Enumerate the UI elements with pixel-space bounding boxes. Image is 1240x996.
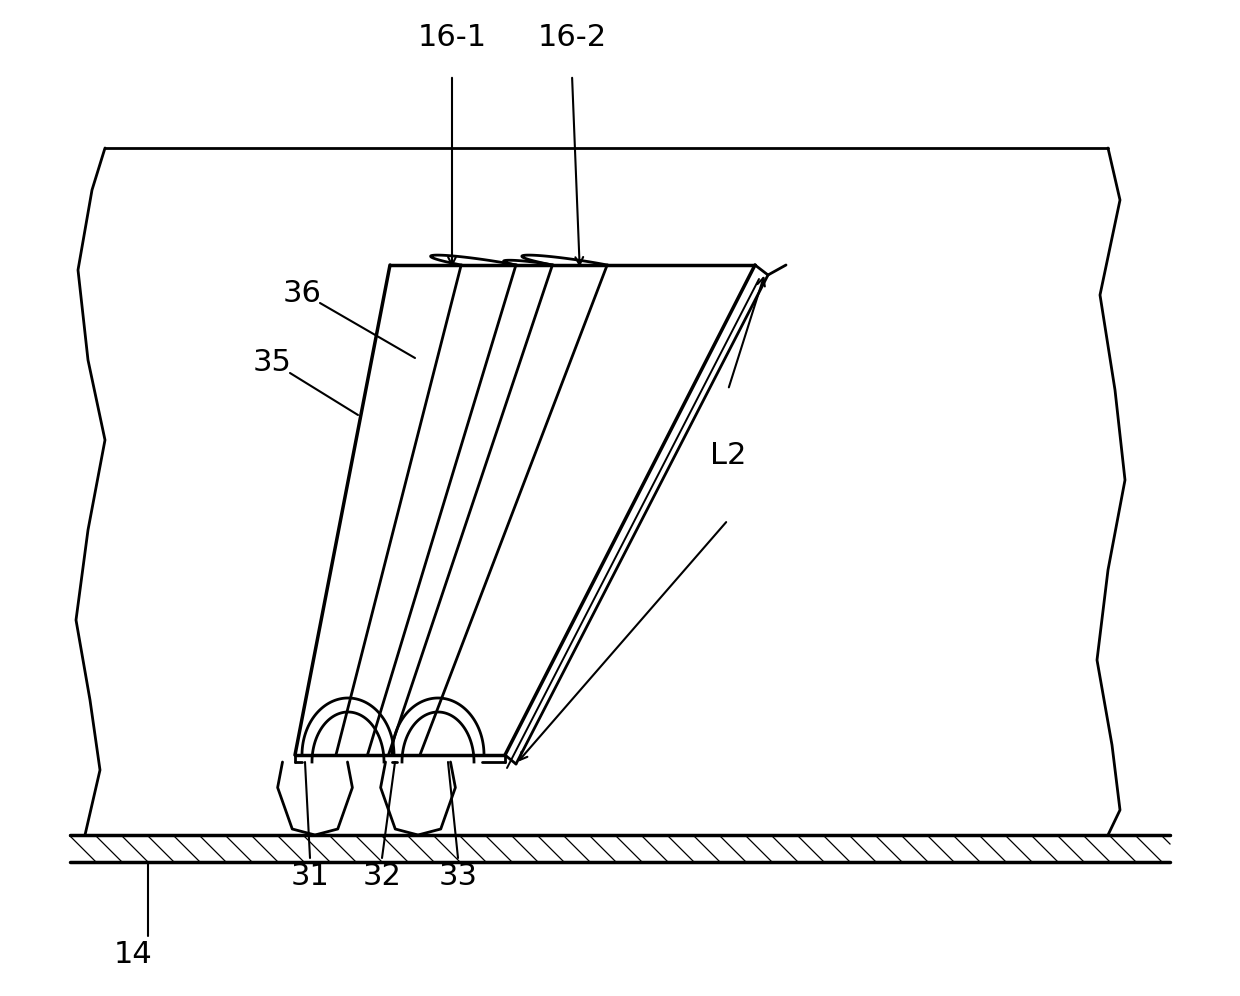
Text: L2: L2 [709,440,746,469]
Text: 16-1: 16-1 [418,23,486,52]
Text: 36: 36 [283,279,321,308]
Text: 33: 33 [439,862,477,891]
Text: 35: 35 [253,348,291,376]
Text: 14: 14 [114,940,153,969]
Text: 16-2: 16-2 [537,23,606,52]
Text: 31: 31 [290,862,330,891]
Text: 32: 32 [362,862,402,891]
